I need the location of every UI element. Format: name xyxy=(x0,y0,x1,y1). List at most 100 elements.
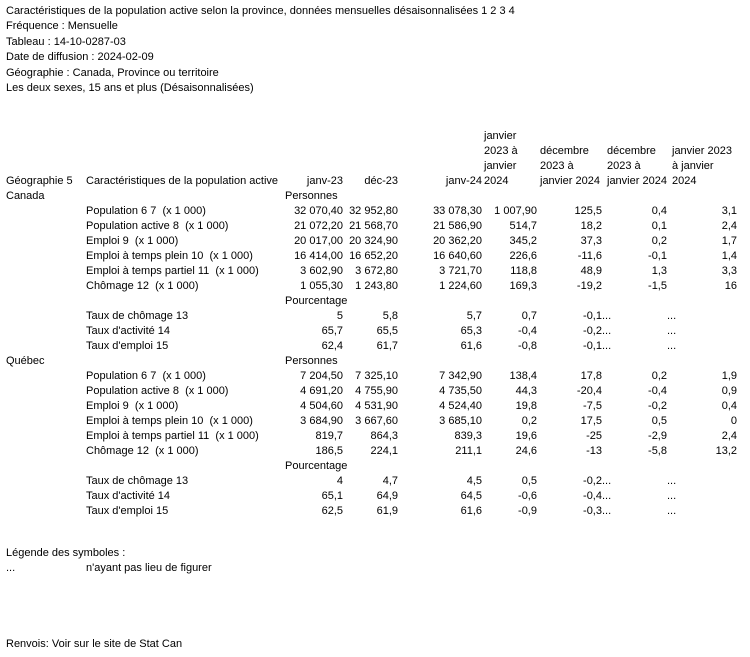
value-cell: -19,2 xyxy=(576,280,602,293)
characteristic-label: Population 6 7 (x 1 000) xyxy=(86,370,206,383)
unit-label: Personnes xyxy=(285,355,338,368)
value-cell: 24,6 xyxy=(515,445,537,458)
value-cell: 48,9 xyxy=(580,265,602,278)
value-cell: 864,3 xyxy=(370,430,398,443)
value-cell: 0,5 xyxy=(651,415,667,428)
value-cell: 61,6 xyxy=(460,505,482,518)
value-cell: 125,5 xyxy=(574,205,602,218)
characteristic-label: Emploi à temps plein 10 (x 1 000) xyxy=(86,250,253,263)
value-cell: 18,2 xyxy=(580,220,602,233)
value-cell: ... xyxy=(667,310,677,323)
value-cell: 2,4 xyxy=(721,220,737,233)
characteristic-label xyxy=(86,294,285,309)
value-cell: -25 xyxy=(586,430,602,443)
value-cell: -0,4 xyxy=(583,490,602,503)
value-cell: 1,9 xyxy=(721,370,737,383)
characteristic-label xyxy=(86,189,285,204)
table-row: Population 6 7 (x 1 000) 7 204,50 7 325,10… xyxy=(6,369,737,384)
value-cell: 2,4 xyxy=(721,430,737,443)
value-cell: 1 007,90 xyxy=(494,205,537,218)
value-cell: 186,5 xyxy=(315,445,343,458)
value-cell: 16 414,00 xyxy=(294,250,343,263)
unit-row: Pourcentage xyxy=(6,459,737,474)
meta-table-number: Tableau : 14-10-0287-03 xyxy=(6,35,126,48)
value-cell: 21 586,90 xyxy=(433,220,482,233)
table-row: Emploi 9 (x 1 000) 20 017,00 20 324,90 20 3… xyxy=(6,234,737,249)
value-cell: 16 xyxy=(724,280,737,293)
characteristic-label: Taux d'activité 14 xyxy=(86,490,171,503)
geography-cell xyxy=(6,399,86,414)
column-header-pct-change-year: janvier 2023 à janvier 2024 xyxy=(672,145,732,188)
value-cell: 5 xyxy=(336,310,343,323)
value-cell: 4 691,20 xyxy=(300,385,343,398)
value-cell: -0,2 xyxy=(648,400,667,413)
value-cell: -2,9 xyxy=(648,430,667,443)
value-cell: -0,3 xyxy=(583,505,602,518)
value-cell: 19,8 xyxy=(515,400,537,413)
value-cell: -0,4 xyxy=(648,385,667,398)
value-cell: 1 243,80 xyxy=(355,280,398,293)
value-cell: ... xyxy=(602,325,612,338)
value-cell: -1,5 xyxy=(648,280,667,293)
value-cell: 4 504,60 xyxy=(300,400,343,413)
characteristic-label: Chômage 12 (x 1 000) xyxy=(86,280,199,293)
characteristic-label: Taux de chômage 13 xyxy=(86,310,189,323)
value-cell: ... xyxy=(602,310,612,323)
column-header-change-month: décembre 2023 à janvier 2024 xyxy=(540,145,600,188)
geography-cell xyxy=(6,429,86,444)
value-cell: ... xyxy=(602,505,612,518)
value-cell: 345,2 xyxy=(509,235,537,248)
value-cell: 4 735,50 xyxy=(439,385,482,398)
geography-cell xyxy=(6,444,86,459)
value-cell: 62,4 xyxy=(321,340,343,353)
value-cell: 118,8 xyxy=(510,265,537,278)
value-cell: 4,5 xyxy=(466,475,482,488)
value-cell: 13,2 xyxy=(715,445,737,458)
column-header-pct-change-month: décembre 2023 à janvier 2024 xyxy=(607,145,667,188)
empty-cell xyxy=(667,354,737,369)
characteristic-label: Population active 8 (x 1 000) xyxy=(86,220,229,233)
empty-cell xyxy=(482,294,537,309)
empty-cell xyxy=(537,354,602,369)
geography-cell: Québec xyxy=(6,355,45,368)
value-cell: 819,7 xyxy=(315,430,343,443)
value-cell: 169,3 xyxy=(509,280,537,293)
value-cell: 1,7 xyxy=(721,235,737,248)
section-header-row: Canada Personnes xyxy=(6,189,737,204)
table-row: Taux d'activité 14 65,7 65,5 65,3 -0,4 -0,2..… xyxy=(6,324,737,339)
table-row: Population 6 7 (x 1 000) 32 070,40 32 952,… xyxy=(6,204,737,219)
table-row: Emploi 9 (x 1 000) 4 504,60 4 531,90 4 524,… xyxy=(6,399,737,414)
value-cell: 64,9 xyxy=(376,490,398,503)
value-cell: 16 640,60 xyxy=(433,250,482,263)
value-cell: 0,2 xyxy=(521,415,537,428)
value-cell: 1 224,60 xyxy=(439,280,482,293)
unit-label: Pourcentage xyxy=(285,460,348,473)
value-cell: ... xyxy=(667,490,677,503)
value-cell: 4 524,40 xyxy=(439,400,482,413)
characteristic-label: Emploi 9 (x 1 000) xyxy=(86,235,179,248)
table-row: Taux d'emploi 15 62,5 61,9 61,6 -0,9 -0,3....… xyxy=(6,504,737,519)
value-cell: -0,2 xyxy=(583,325,602,338)
value-cell: 17,8 xyxy=(580,370,602,383)
value-cell: 0,1 xyxy=(651,220,667,233)
value-cell: 1,4 xyxy=(721,250,737,263)
empty-cell xyxy=(602,354,667,369)
empty-cell xyxy=(667,189,737,204)
value-cell: 37,3 xyxy=(580,235,602,248)
value-cell: 4 xyxy=(336,475,343,488)
value-cell: 65,7 xyxy=(321,325,343,338)
value-cell: 3 672,80 xyxy=(355,265,398,278)
value-cell: 19,6 xyxy=(515,430,537,443)
characteristic-label: Emploi à temps partiel 11 (x 1 000) xyxy=(86,265,259,278)
table-row: Taux d'emploi 15 62,4 61,7 61,6 -0,8 -0,1....… xyxy=(6,339,737,354)
value-cell: 1 055,30 xyxy=(300,280,343,293)
value-cell: 3 721,70 xyxy=(439,265,482,278)
table-row: Taux d'activité 14 65,1 64,9 64,5 -0,6 -0,4..… xyxy=(6,489,737,504)
unit-row: Pourcentage xyxy=(6,294,737,309)
value-cell: 3,3 xyxy=(721,265,737,278)
value-cell: 20 017,00 xyxy=(294,235,343,248)
column-header-characteristics: Caractéristiques de la population active xyxy=(86,175,279,188)
meta-universe: Les deux sexes, 15 ans et plus (Désaison… xyxy=(6,82,254,95)
value-cell: ... xyxy=(667,505,677,518)
geography-cell xyxy=(6,234,86,249)
